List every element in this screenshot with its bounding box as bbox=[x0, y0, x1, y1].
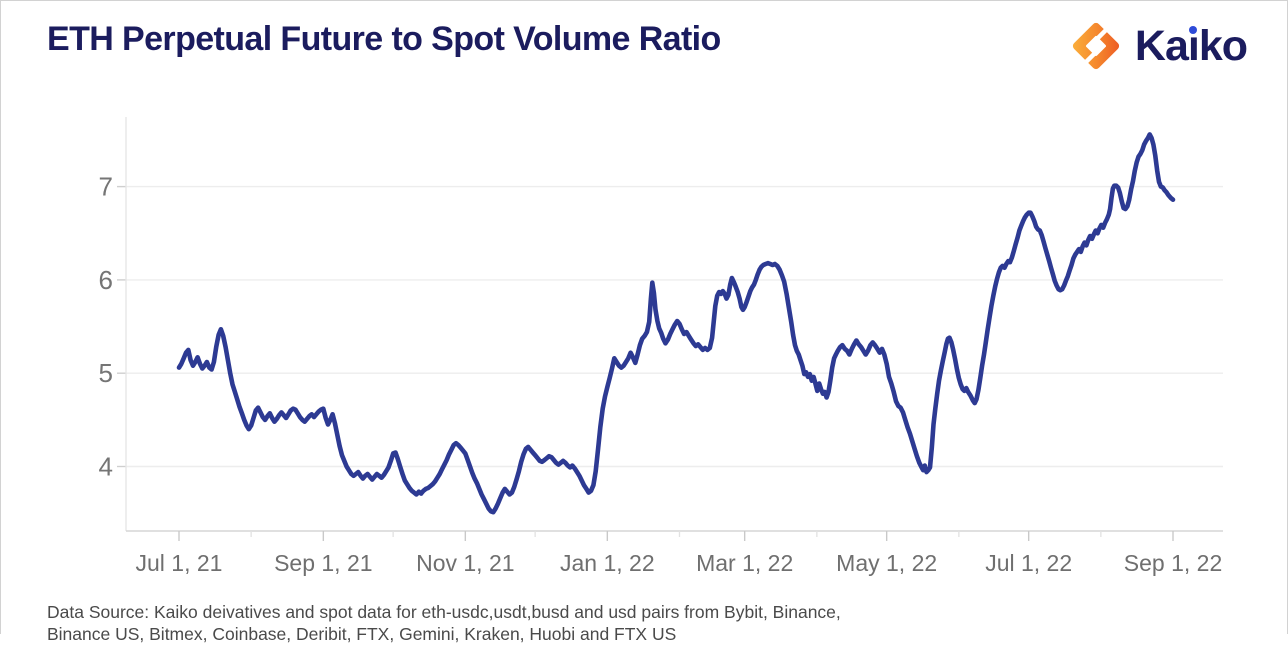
kaiko-logo-wordmark: Ka ı ko bbox=[1134, 19, 1248, 73]
header: ETH Perpetual Future to Spot Volume Rati… bbox=[47, 17, 1248, 73]
kaiko-i-dot-icon bbox=[1189, 26, 1198, 34]
x-axis-label: Jul 1, 21 bbox=[136, 550, 223, 576]
ratio-line-series bbox=[176, 132, 1176, 515]
x-axis-label: Nov 1, 21 bbox=[416, 550, 514, 576]
kaiko-logo: Ka ı ko bbox=[1069, 19, 1248, 73]
data-source-note: Data Source: Kaiko deivatives and spot d… bbox=[47, 601, 1147, 645]
kaiko-letter-i: ı bbox=[1187, 22, 1200, 70]
y-axis-label: 4 bbox=[99, 452, 113, 482]
page-title: ETH Perpetual Future to Spot Volume Rati… bbox=[47, 20, 721, 58]
kaiko-word-start: Ka bbox=[1134, 22, 1189, 70]
data-source-line-2: Binance US, Bitmex, Coinbase, Deribit, F… bbox=[47, 624, 677, 644]
y-axis-label: 7 bbox=[99, 172, 113, 202]
x-axis-label: Jan 1, 22 bbox=[560, 550, 655, 576]
x-axis-label: Jul 1, 22 bbox=[985, 550, 1072, 576]
y-axis-label: 5 bbox=[99, 358, 113, 388]
kaiko-logo-icon bbox=[1072, 22, 1119, 70]
x-axis-label: Sep 1, 22 bbox=[1124, 550, 1222, 576]
x-axis-label: May 1, 22 bbox=[836, 550, 937, 576]
x-axis-label: Sep 1, 21 bbox=[274, 550, 372, 576]
y-axis-label: 6 bbox=[99, 265, 113, 295]
x-axis-label: Mar 1, 22 bbox=[696, 550, 793, 576]
data-source-line-1: Data Source: Kaiko deivatives and spot d… bbox=[47, 602, 841, 622]
kaiko-word-end: ko bbox=[1198, 22, 1248, 70]
